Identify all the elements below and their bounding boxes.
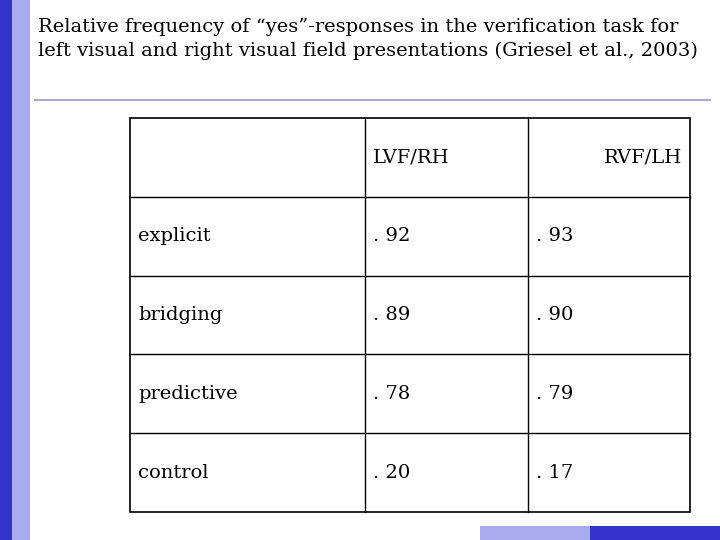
Text: explicit: explicit bbox=[138, 227, 211, 245]
Bar bbox=[130, 118, 690, 512]
Text: . 93: . 93 bbox=[536, 227, 573, 245]
Text: . 79: . 79 bbox=[536, 385, 573, 403]
Bar bbox=[590, 526, 720, 540]
Text: . 90: . 90 bbox=[536, 306, 573, 324]
Bar bbox=[0, 0, 30, 540]
Text: Relative frequency of “yes”-responses in the verification task for
left visual a: Relative frequency of “yes”-responses in… bbox=[38, 18, 698, 60]
Text: . 89: . 89 bbox=[373, 306, 410, 324]
Bar bbox=[480, 526, 720, 540]
Text: bridging: bridging bbox=[138, 306, 222, 324]
Text: . 92: . 92 bbox=[373, 227, 410, 245]
Text: LVF/RH: LVF/RH bbox=[373, 148, 450, 166]
Bar bbox=[0, 0, 12, 540]
Text: . 20: . 20 bbox=[373, 464, 410, 482]
Text: control: control bbox=[138, 464, 209, 482]
Text: predictive: predictive bbox=[138, 385, 238, 403]
Text: . 17: . 17 bbox=[536, 464, 573, 482]
Text: RVF/LH: RVF/LH bbox=[604, 148, 682, 166]
Text: . 78: . 78 bbox=[373, 385, 410, 403]
